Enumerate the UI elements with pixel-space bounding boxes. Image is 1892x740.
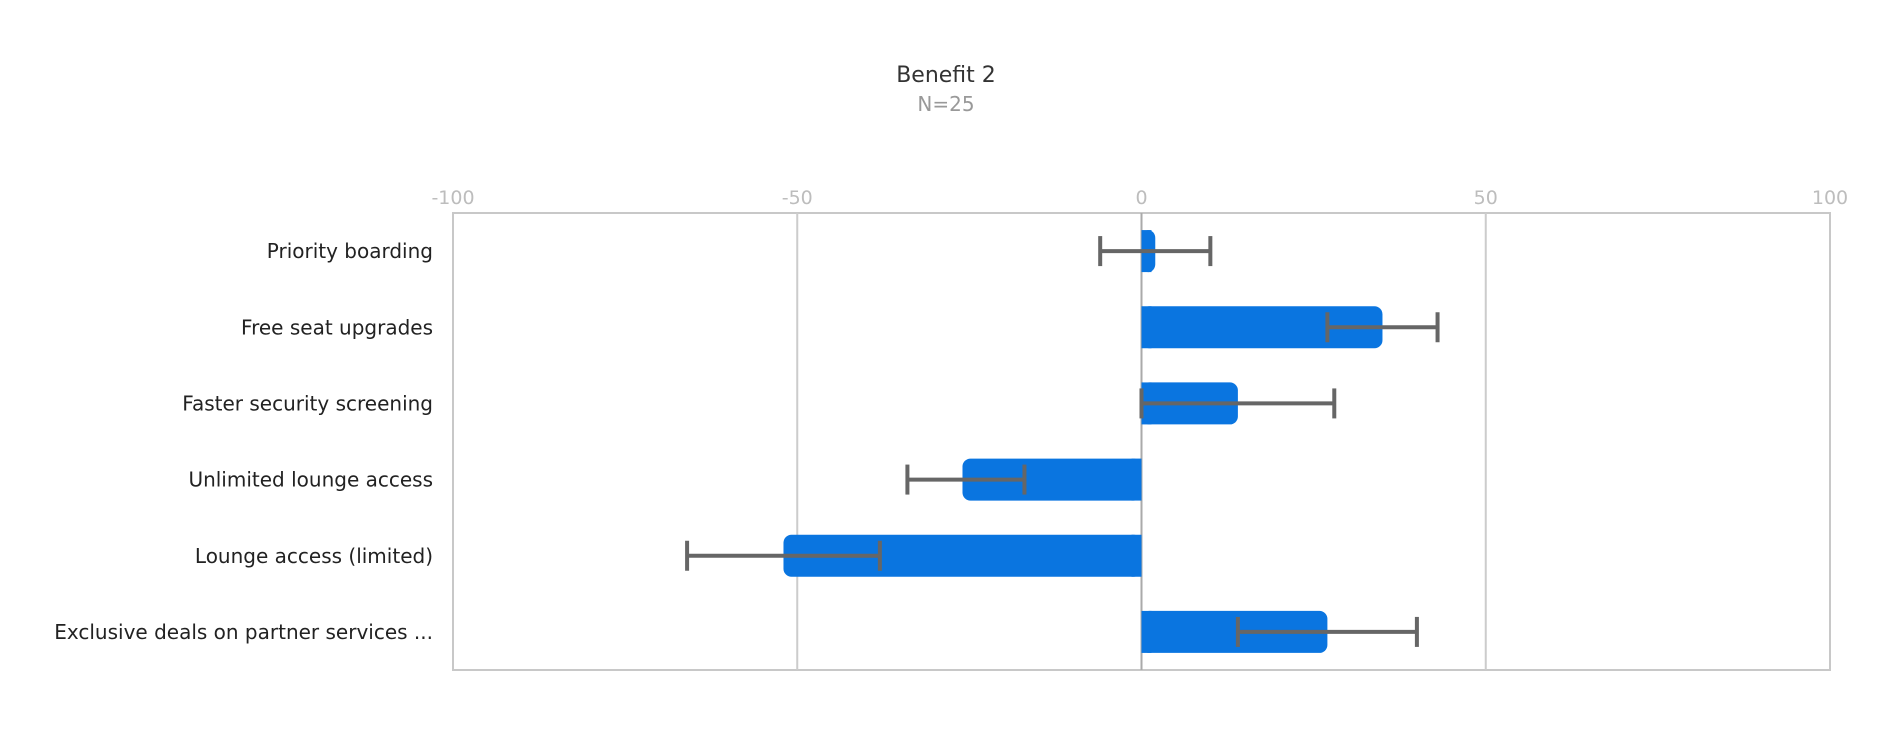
x-tick-label: 0 — [1135, 187, 1147, 209]
x-axis-ticks: -100 -50 0 50 100 — [431, 187, 1848, 209]
error-bar — [1235, 616, 1419, 647]
error-bar — [685, 540, 882, 571]
chart-subtitle: N=25 — [917, 92, 974, 116]
error-bar — [1098, 236, 1213, 267]
error-bar — [905, 464, 1027, 495]
grid-layer — [452, 212, 1831, 671]
bars — [783, 230, 1383, 653]
bar-base — [1131, 534, 1142, 577]
bar-base — [1131, 458, 1142, 501]
x-tick-label: 100 — [1812, 187, 1848, 209]
category-label: Exclusive deals on partner services ... — [54, 620, 433, 644]
x-tick-label: -100 — [431, 187, 474, 209]
bar-base — [1141, 610, 1152, 653]
error-bar — [1325, 312, 1440, 343]
x-tick-label: 50 — [1474, 187, 1498, 209]
category-label: Free seat upgrades — [241, 315, 433, 339]
category-labels: Priority boarding Free seat upgrades Faste… — [54, 239, 433, 644]
bar — [1141, 306, 1383, 349]
bar — [1141, 610, 1328, 653]
chart-title: Benefit 2 — [896, 63, 996, 88]
category-label: Unlimited lounge access — [188, 468, 433, 492]
x-tick-label: -50 — [782, 187, 813, 209]
category-label: Lounge access (limited) — [195, 544, 433, 568]
bar — [783, 534, 1142, 577]
bar — [962, 458, 1142, 501]
error-bar — [1139, 388, 1337, 419]
category-label: Priority boarding — [267, 239, 433, 263]
error-bars — [685, 236, 1440, 647]
bar-base — [1141, 306, 1152, 349]
category-label: Faster security screening — [182, 391, 433, 415]
